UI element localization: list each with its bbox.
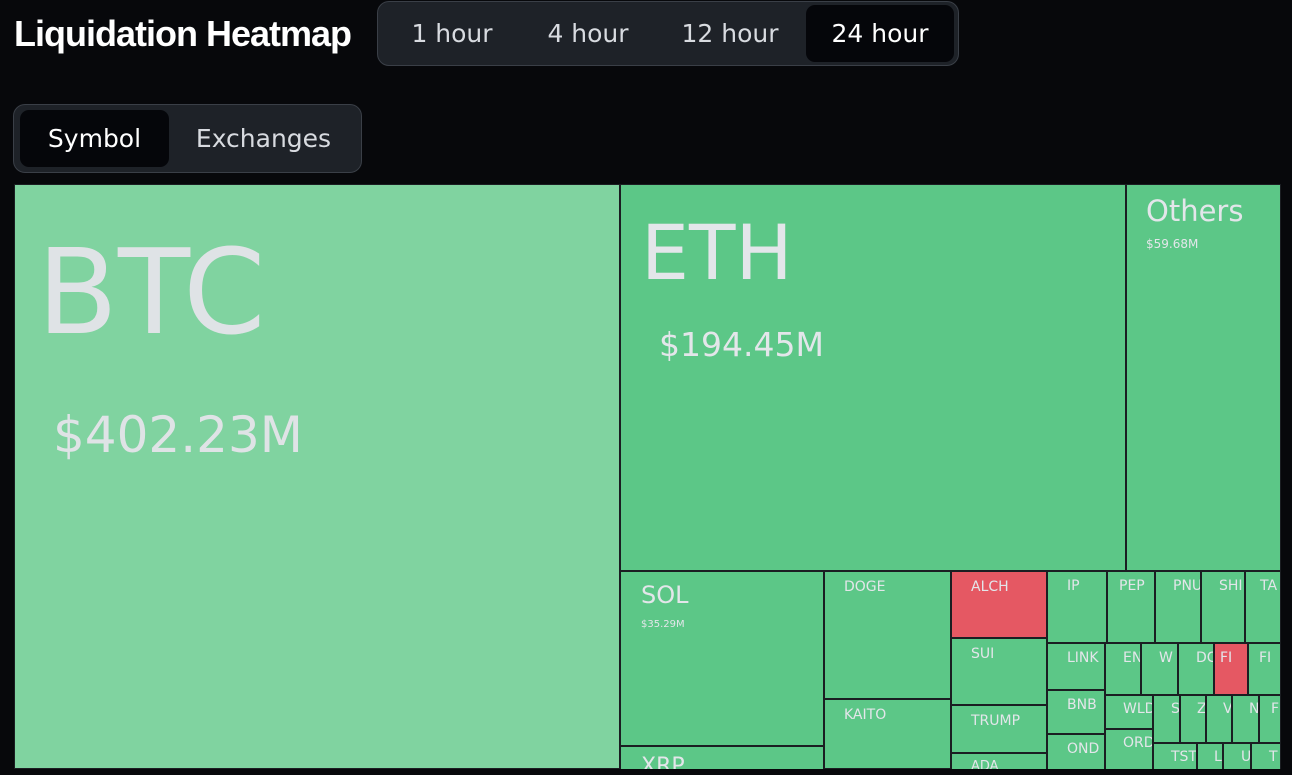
- cell-symbol: S: [1171, 701, 1180, 717]
- tab-exchanges[interactable]: Exchanges: [195, 124, 332, 153]
- cell-value: $194.45M: [659, 325, 824, 364]
- cell-symbol: L: [1214, 749, 1222, 765]
- treemap-cell-fi-green[interactable]: FI: [1248, 643, 1281, 695]
- cell-symbol: IP: [1067, 578, 1080, 594]
- treemap-cell-en[interactable]: EN: [1105, 643, 1141, 695]
- treemap-cell-wld[interactable]: WLD: [1105, 695, 1153, 729]
- cell-symbol: F: [1271, 701, 1280, 717]
- cell-symbol: W: [1159, 650, 1173, 666]
- treemap-cell-sol[interactable]: SOL $35.29M: [620, 571, 824, 746]
- cell-symbol: DC: [1196, 650, 1213, 666]
- treemap-cell-ord[interactable]: ORD: [1105, 729, 1153, 769]
- tab-symbol[interactable]: Symbol: [20, 110, 169, 167]
- treemap-cell-others[interactable]: Others $59.68M: [1126, 184, 1281, 571]
- tab-4-hour[interactable]: 4 hour: [547, 19, 629, 48]
- treemap-cell-sui[interactable]: SUI: [951, 638, 1047, 705]
- treemap-cell-kaito[interactable]: KAITO: [824, 699, 951, 769]
- treemap-cell-bnb[interactable]: BNB: [1047, 690, 1105, 734]
- treemap-cell-ta[interactable]: TA: [1245, 571, 1281, 643]
- cell-symbol: SUI: [971, 646, 995, 662]
- cell-symbol: BNB: [1067, 697, 1097, 713]
- page-title: Liquidation Heatmap: [14, 13, 352, 54]
- treemap-cell-xrp[interactable]: XRP: [620, 746, 824, 769]
- cell-symbol: U: [1241, 749, 1251, 765]
- cell-symbol: WLD: [1123, 701, 1153, 717]
- treemap-cell-ada[interactable]: ADA: [951, 753, 1047, 769]
- treemap-cell-n[interactable]: N: [1232, 695, 1259, 743]
- cell-value: $59.68M: [1146, 237, 1199, 251]
- cell-symbol: TRUMP: [971, 713, 1021, 729]
- treemap-cell-ond[interactable]: OND: [1047, 734, 1105, 769]
- treemap-cell-link[interactable]: LINK: [1047, 643, 1105, 690]
- cell-symbol: FI: [1259, 650, 1272, 666]
- treemap-cell-alch[interactable]: ALCH: [951, 571, 1047, 638]
- treemap-cell-v[interactable]: V: [1206, 695, 1232, 743]
- cell-symbol: Others: [1146, 194, 1244, 228]
- treemap-cell-w[interactable]: W: [1141, 643, 1178, 695]
- cell-symbol: SOL: [641, 581, 689, 609]
- treemap-cell-s[interactable]: S: [1153, 695, 1180, 743]
- cell-symbol: OND: [1067, 741, 1100, 757]
- cell-symbol: ETH: [641, 208, 793, 297]
- cell-symbol: TA: [1260, 578, 1278, 594]
- liquidation-treemap: BTC $402.23M ETH $194.45M Others $59.68M…: [14, 184, 1281, 769]
- treemap-cell-doge[interactable]: DOGE: [824, 571, 951, 699]
- cell-symbol: EN: [1123, 650, 1141, 666]
- cell-symbol: KAITO: [844, 707, 887, 723]
- treemap-cell-pep[interactable]: PEP: [1107, 571, 1155, 643]
- treemap-cell-ip[interactable]: IP: [1047, 571, 1107, 643]
- cell-symbol: BTC: [37, 223, 266, 361]
- cell-symbol: FI: [1220, 650, 1233, 666]
- treemap-cell-dc[interactable]: DC: [1178, 643, 1214, 695]
- treemap-cell-fi-red[interactable]: FI: [1214, 643, 1248, 695]
- treemap-cell-z[interactable]: Z: [1180, 695, 1206, 743]
- treemap-cell-f[interactable]: F: [1259, 695, 1281, 743]
- treemap-cell-trump[interactable]: TRUMP: [951, 705, 1047, 753]
- tab-24-hour[interactable]: 24 hour: [806, 5, 954, 62]
- treemap-cell-shi[interactable]: SHI: [1201, 571, 1245, 643]
- treemap-cell-t[interactable]: T: [1251, 743, 1281, 769]
- treemap-cell-eth[interactable]: ETH $194.45M: [620, 184, 1126, 571]
- cell-symbol: Z: [1197, 701, 1206, 717]
- treemap-cell-btc[interactable]: BTC $402.23M: [14, 184, 620, 769]
- cell-symbol: SHI: [1219, 578, 1243, 594]
- treemap-cell-u[interactable]: U: [1223, 743, 1251, 769]
- cell-symbol: ORD: [1123, 735, 1153, 751]
- cell-symbol: ALCH: [971, 579, 1009, 595]
- cell-symbol: PEP: [1119, 578, 1145, 594]
- treemap-cell-tst[interactable]: TST: [1153, 743, 1197, 769]
- cell-symbol: LINK: [1067, 650, 1099, 666]
- view-toggle: Symbol Exchanges: [13, 104, 362, 173]
- tab-12-hour[interactable]: 12 hour: [681, 19, 779, 48]
- cell-symbol: N: [1249, 701, 1259, 717]
- treemap-cell-pnu[interactable]: PNU: [1155, 571, 1201, 643]
- timeframe-selector: 1 hour 4 hour 12 hour 24 hour: [377, 1, 959, 66]
- cell-value: $402.23M: [53, 406, 303, 464]
- cell-symbol: T: [1269, 749, 1278, 765]
- cell-symbol: XRP: [641, 754, 685, 770]
- cell-symbol: PNU: [1173, 578, 1201, 594]
- treemap-cell-l[interactable]: L: [1197, 743, 1223, 769]
- cell-symbol: DOGE: [844, 579, 886, 595]
- cell-symbol: TST: [1171, 749, 1197, 765]
- tab-1-hour[interactable]: 1 hour: [411, 19, 493, 48]
- cell-symbol: ADA: [971, 759, 999, 769]
- cell-symbol: V: [1223, 701, 1232, 717]
- cell-value: $35.29M: [641, 619, 685, 630]
